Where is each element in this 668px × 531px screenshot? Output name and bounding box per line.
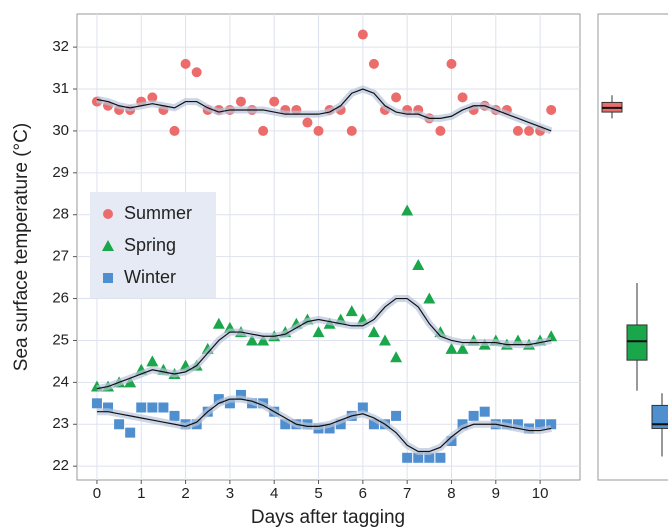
panel-background [597, 13, 668, 481]
point [445, 342, 458, 354]
point [180, 58, 191, 69]
y-tick-label: 24 [52, 373, 69, 390]
point [457, 92, 468, 103]
point [456, 342, 469, 354]
point [512, 125, 523, 136]
y-tick-label: 25 [52, 331, 69, 348]
point [368, 58, 379, 69]
point [391, 92, 402, 103]
point [257, 334, 270, 346]
point [457, 419, 468, 430]
point [546, 104, 557, 115]
point [468, 410, 479, 421]
y-axis-title: Sea surface temperature (°C) [11, 123, 32, 371]
x-tick-label: 2 [181, 485, 189, 502]
point [269, 96, 280, 107]
point [535, 419, 546, 430]
point [147, 402, 158, 413]
x-tick-label: 5 [314, 485, 322, 502]
y-tick-label: 30 [52, 122, 69, 139]
point [524, 125, 535, 136]
x-axis-title: Days after tagging [251, 507, 405, 528]
point [402, 452, 413, 463]
smooth-line [96, 297, 552, 390]
box [626, 324, 648, 361]
point [512, 419, 523, 430]
point [212, 317, 225, 329]
x-tick-label: 0 [93, 485, 101, 502]
x-tick-label: 8 [447, 485, 455, 502]
y-tick-label: 29 [52, 164, 69, 181]
point [390, 351, 403, 363]
x-tick-label: 1 [137, 485, 145, 502]
point [368, 419, 379, 430]
point [158, 402, 169, 413]
point [313, 125, 324, 136]
point [435, 452, 446, 463]
point [345, 305, 358, 317]
point [423, 292, 436, 304]
point [146, 355, 159, 367]
y-tick-label: 32 [52, 38, 69, 55]
legend-marker [103, 209, 113, 219]
point [424, 452, 435, 463]
point [391, 410, 402, 421]
legend-marker [103, 273, 113, 283]
y-tick-label: 22 [52, 457, 69, 474]
point [147, 92, 158, 103]
point [346, 125, 357, 136]
point [169, 410, 180, 421]
point [213, 394, 224, 405]
point [357, 29, 368, 40]
point [280, 419, 291, 430]
point [357, 402, 368, 413]
point [479, 406, 490, 417]
y-tick-label: 23 [52, 415, 69, 432]
point [258, 125, 269, 136]
point [412, 259, 425, 271]
x-tick-label: 3 [226, 485, 234, 502]
x-tick-label: 7 [403, 485, 411, 502]
point [335, 419, 346, 430]
y-tick-label: 28 [52, 206, 69, 223]
point [103, 402, 114, 413]
x-tick-label: 6 [359, 485, 367, 502]
point [91, 398, 102, 409]
x-tick-label: 4 [270, 485, 278, 502]
point [114, 419, 125, 430]
legend-label: Winter [124, 267, 176, 287]
point [191, 67, 202, 78]
point [546, 419, 557, 430]
legend-marker [102, 240, 114, 251]
point [379, 334, 392, 346]
smooth-line [96, 398, 552, 453]
box [651, 404, 668, 429]
x-tick-label: 10 [532, 485, 549, 502]
point [136, 402, 147, 413]
point [401, 204, 414, 216]
legend-label: Spring [124, 235, 176, 255]
y-tick-label: 26 [52, 290, 69, 307]
point [169, 125, 180, 136]
point [235, 389, 246, 400]
point [446, 58, 457, 69]
point [235, 96, 246, 107]
point [246, 334, 259, 346]
point [435, 125, 446, 136]
x-tick-label: 9 [492, 485, 500, 502]
y-tick-label: 31 [52, 80, 69, 97]
smooth-line [96, 88, 552, 132]
point [413, 452, 424, 463]
legend: Summer Spring Winter [90, 192, 216, 298]
point [125, 427, 136, 438]
point [312, 326, 325, 338]
point [224, 398, 235, 409]
point [302, 117, 313, 128]
point [367, 326, 380, 338]
legend-label: Summer [124, 203, 192, 223]
point [324, 423, 335, 434]
y-tick-label: 27 [52, 248, 69, 265]
